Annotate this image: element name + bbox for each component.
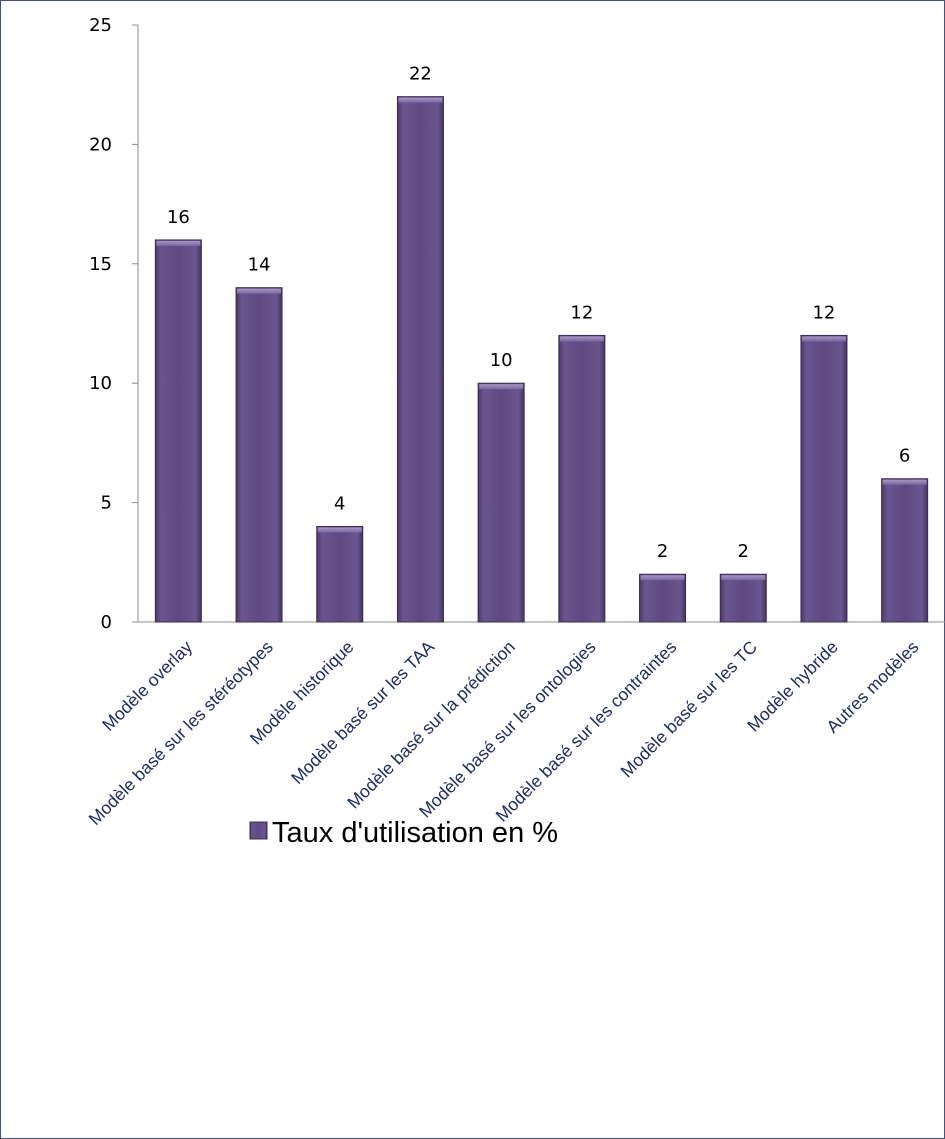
category-label: Modèle basé sur les TC bbox=[616, 637, 761, 782]
y-tick-label: 10 bbox=[89, 373, 112, 394]
bar bbox=[558, 334, 606, 623]
bar bbox=[154, 239, 202, 623]
bar bbox=[800, 334, 848, 623]
axis-layer: 0 5 10 15 20 25 bbox=[89, 15, 945, 633]
bar bbox=[639, 573, 687, 623]
data-label: 10 bbox=[490, 350, 513, 371]
y-tick-label: 25 bbox=[89, 15, 112, 36]
data-label: 22 bbox=[409, 64, 432, 85]
category-label: Modèle basé sur la prédiction bbox=[343, 637, 519, 813]
bars-layer bbox=[154, 96, 929, 623]
data-label: 12 bbox=[812, 302, 835, 323]
data-label: 4 bbox=[334, 493, 345, 514]
category-label: Modèle basé sur les TAA bbox=[287, 636, 438, 787]
y-tick-label: 0 bbox=[101, 612, 112, 633]
bar bbox=[396, 96, 444, 623]
legend-swatch bbox=[249, 821, 268, 840]
bar bbox=[235, 287, 283, 623]
legend-label: Taux d'utilisation en % bbox=[272, 817, 558, 849]
data-label: 2 bbox=[738, 541, 749, 562]
y-tick-label: 5 bbox=[101, 493, 112, 514]
bar bbox=[477, 382, 525, 623]
category-label: Modèle basé sur les ontologies bbox=[415, 637, 600, 822]
bar bbox=[316, 525, 364, 623]
bar bbox=[881, 478, 929, 623]
data-label: 6 bbox=[899, 446, 910, 467]
data-label: 12 bbox=[570, 302, 593, 323]
data-label: 16 bbox=[167, 207, 190, 228]
y-tick-label: 20 bbox=[89, 134, 112, 155]
data-label: 2 bbox=[657, 541, 668, 562]
legend: Taux d'utilisation en % bbox=[249, 817, 558, 849]
data-label: 14 bbox=[248, 255, 271, 276]
y-tick-label: 15 bbox=[89, 254, 112, 275]
bar bbox=[719, 573, 767, 623]
